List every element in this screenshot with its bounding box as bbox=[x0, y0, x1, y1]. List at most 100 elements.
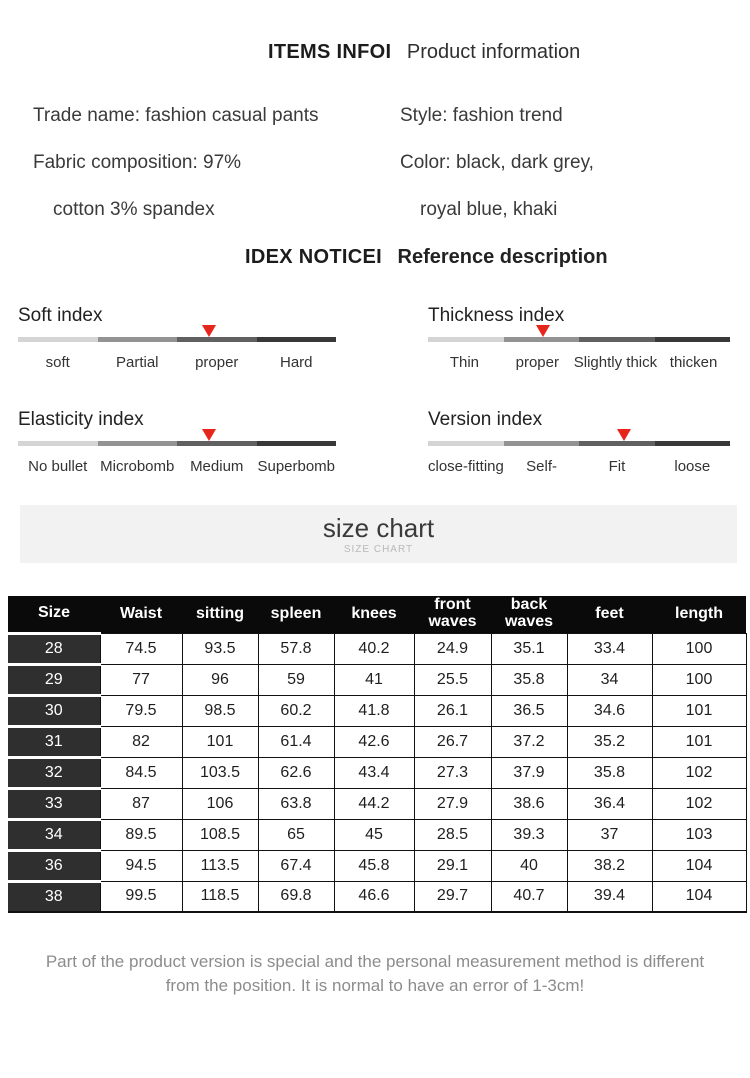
index-label: Fit bbox=[608, 458, 626, 475]
index-label: Slightly thick bbox=[573, 354, 658, 371]
measurement-cell: 87 bbox=[99, 787, 183, 820]
table-row: 36 94.5 113.5 67.4 45.8 29.1 40 38.2 104 bbox=[8, 849, 747, 883]
bar-segment bbox=[177, 337, 257, 342]
measurement-cell: 45 bbox=[333, 818, 415, 851]
measurement-cell: 42.6 bbox=[333, 725, 415, 758]
size-cell: 38 bbox=[8, 881, 100, 913]
bar-segment bbox=[428, 337, 504, 342]
items-info-heading: ITEMS INFOI Product information bbox=[0, 38, 750, 66]
color-text-2: royal blue, khaki bbox=[420, 198, 558, 220]
index-label: Hard bbox=[279, 354, 313, 371]
column-header-length: length bbox=[652, 596, 746, 633]
measurement-cell: 35.2 bbox=[566, 725, 653, 758]
measurement-cell: 26.7 bbox=[413, 725, 492, 758]
bar-segment bbox=[18, 337, 98, 342]
page: { "header": { "bold": "ITEMS INFOI", "re… bbox=[0, 38, 750, 1078]
fabric-composition-text: Fabric composition: 97% bbox=[33, 151, 242, 173]
index-label: No bullet bbox=[28, 458, 88, 475]
product-info-left-column: Trade name: fashion casual pants Fabric … bbox=[33, 92, 400, 233]
size-cell: 28 bbox=[8, 633, 100, 666]
size-cell: 29 bbox=[8, 664, 100, 697]
measurement-note: Part of the product version is special a… bbox=[0, 950, 750, 998]
column-header-front-waves: front waves bbox=[414, 596, 491, 633]
index-notice-heading-regular: Reference description bbox=[397, 246, 608, 268]
size-cell: 33 bbox=[8, 788, 100, 821]
column-header-spleen: spleen bbox=[258, 596, 334, 633]
measurement-cell: 96 bbox=[181, 663, 259, 696]
measurement-cell: 29.1 bbox=[413, 849, 492, 882]
measurement-cell: 67.4 bbox=[257, 849, 335, 882]
product-info-right-column: Style: fashion trend Color: black, dark … bbox=[400, 92, 750, 233]
measurement-cell: 62.6 bbox=[257, 756, 335, 789]
measurement-cell: 35.1 bbox=[490, 632, 568, 665]
bar-segment bbox=[97, 441, 177, 446]
measurement-cell: 40.2 bbox=[333, 632, 415, 665]
bar-segment bbox=[579, 337, 655, 342]
soft-index-labels: soft Partial proper Hard bbox=[18, 352, 336, 373]
measurement-cell: 44.2 bbox=[333, 787, 415, 820]
measurement-cell: 60.2 bbox=[257, 694, 335, 727]
bar-segment bbox=[503, 337, 579, 342]
measurement-cell: 89.5 bbox=[99, 818, 183, 851]
measurement-cell: 82 bbox=[99, 725, 183, 758]
measurement-note-line-2: from the position. It is normal to have … bbox=[165, 976, 585, 995]
bar-segment bbox=[256, 337, 336, 342]
elasticity-index-labels: No bullet Microbomb Medium Superbomb bbox=[18, 456, 336, 477]
size-cell: 36 bbox=[8, 850, 100, 883]
measurement-cell: 36.5 bbox=[490, 694, 568, 727]
measurement-cell: 74.5 bbox=[99, 632, 183, 665]
color-text: Color: black, dark grey, bbox=[400, 151, 594, 173]
items-info-heading-regular: Product information bbox=[406, 41, 581, 63]
size-cell: 31 bbox=[8, 726, 100, 759]
table-row: 33 87 106 63.8 44.2 27.9 38.6 36.4 102 bbox=[8, 787, 747, 821]
trade-name-text: Trade name: fashion casual pants bbox=[33, 104, 319, 126]
measurement-cell: 108.5 bbox=[181, 818, 259, 851]
fabric-composition-text-2: cotton 3% spandex bbox=[53, 198, 215, 220]
size-chart-subtitle: SIZE CHART bbox=[343, 543, 414, 555]
index-label: Superbomb bbox=[257, 458, 336, 475]
measurement-cell: 34 bbox=[566, 663, 653, 696]
column-header-back-waves: back waves bbox=[491, 596, 567, 633]
measurement-cell: 27.3 bbox=[413, 756, 492, 789]
size-cell: 32 bbox=[8, 757, 100, 790]
column-header-feet: feet bbox=[567, 596, 652, 633]
thickness-index-labels: Thin proper Slightly thick thicken bbox=[428, 352, 730, 373]
measurement-cell: 40.7 bbox=[490, 880, 568, 913]
measurement-cell: 101 bbox=[651, 694, 747, 727]
measurement-cell: 113.5 bbox=[181, 849, 259, 882]
measurement-cell: 102 bbox=[651, 756, 747, 789]
measurement-cell: 34.6 bbox=[566, 694, 653, 727]
measurement-cell: 39.4 bbox=[566, 880, 653, 913]
measurement-cell: 45.8 bbox=[333, 849, 415, 882]
measurement-cell: 57.8 bbox=[257, 632, 335, 665]
measurement-cell: 35.8 bbox=[490, 663, 568, 696]
index-section: Soft index soft Partial proper Hard Thic… bbox=[0, 303, 750, 477]
measurement-cell: 43.4 bbox=[333, 756, 415, 789]
table-row: 29 77 96 59 41 25.5 35.8 34 100 bbox=[8, 663, 747, 697]
measurement-cell: 35.8 bbox=[566, 756, 653, 789]
bar-segment bbox=[177, 441, 257, 446]
measurement-cell: 63.8 bbox=[257, 787, 335, 820]
index-label: proper bbox=[195, 354, 239, 371]
measurement-cell: 98.5 bbox=[181, 694, 259, 727]
measurement-cell: 29.7 bbox=[413, 880, 492, 913]
measurement-cell: 61.4 bbox=[257, 725, 335, 758]
items-info-heading-bold: ITEMS INFOI bbox=[268, 41, 392, 63]
measurement-cell: 94.5 bbox=[99, 849, 183, 882]
index-label: Microbomb bbox=[100, 458, 175, 475]
measurement-cell: 101 bbox=[181, 725, 259, 758]
measurement-cell: 33.4 bbox=[566, 632, 653, 665]
measurement-cell: 25.5 bbox=[413, 663, 492, 696]
measurement-cell: 79.5 bbox=[99, 694, 183, 727]
measurement-cell: 40 bbox=[490, 849, 568, 882]
elasticity-index-title: Elasticity index bbox=[18, 409, 144, 430]
bar-segment bbox=[97, 337, 177, 342]
measurement-cell: 65 bbox=[257, 818, 335, 851]
bar-segment bbox=[579, 441, 655, 446]
bar-segment bbox=[654, 337, 730, 342]
index-label: Self- bbox=[526, 458, 557, 475]
measurement-cell: 38.6 bbox=[490, 787, 568, 820]
measurement-cell: 37.9 bbox=[490, 756, 568, 789]
measurement-cell: 36.4 bbox=[566, 787, 653, 820]
measurement-cell: 27.9 bbox=[413, 787, 492, 820]
